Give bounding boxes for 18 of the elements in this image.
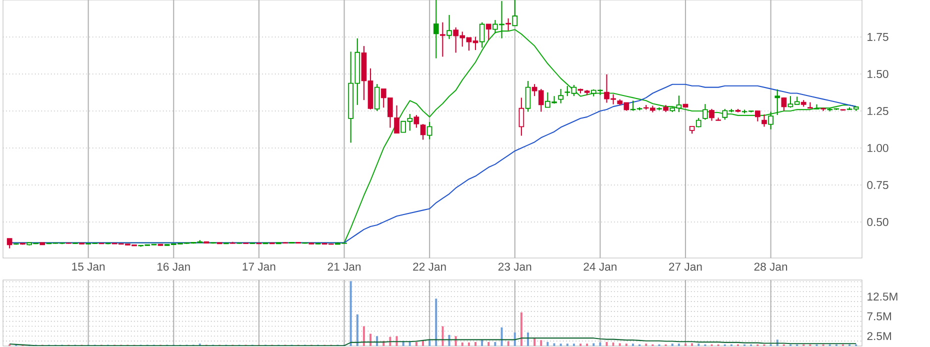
y-tick-label: 1.25 <box>868 107 888 116</box>
x-tick-label: 15 Jan <box>72 262 105 271</box>
x-tick-label: 16 Jan <box>157 262 190 271</box>
y-tick-label: 2.5M <box>867 332 891 340</box>
x-tick-label: 22 Jan <box>413 262 446 271</box>
x-tick-label: 27 Jan <box>669 262 702 271</box>
y-tick-label: 0.50 <box>867 218 888 226</box>
x-tick-label: 21 Jan <box>328 262 361 271</box>
y-tick-label: 1.00 <box>868 144 888 152</box>
y-tick-label: 0.75 <box>867 181 888 190</box>
x-tick-label: 24 Jan <box>584 262 616 271</box>
x-tick-label: 23 Jan <box>498 262 532 271</box>
y-tick-label: 1.75 <box>868 33 888 41</box>
y-tick-label: 7.5M <box>867 312 891 320</box>
x-tick-label: 17 Jan <box>242 262 276 271</box>
y-tick-label: 1.50 <box>868 70 888 78</box>
y-tick-label: 12.5M <box>868 292 898 301</box>
x-tick-label: 28 Jan <box>754 262 788 271</box>
